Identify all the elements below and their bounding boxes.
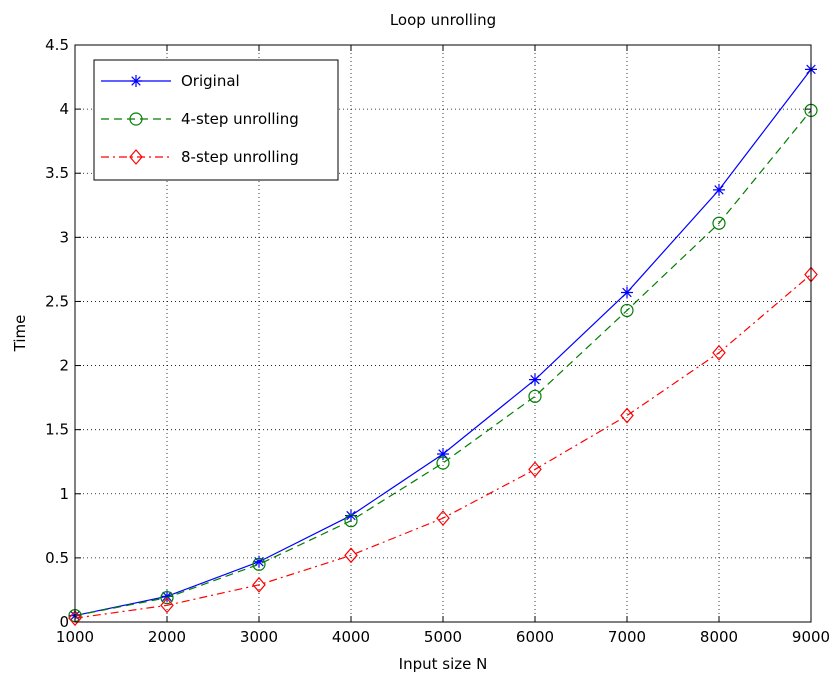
data-point	[712, 344, 726, 361]
data-point	[345, 509, 357, 522]
data-point	[528, 461, 542, 478]
data-point	[712, 216, 726, 230]
data-point	[436, 456, 450, 470]
y-tick-label: 2	[59, 357, 69, 375]
x-tick-label: 7000	[608, 628, 646, 646]
y-tick-label: 0.5	[45, 549, 69, 567]
legend-marker	[130, 75, 142, 87]
x-tick-label: 5000	[424, 628, 462, 646]
y-tick-label: 4	[59, 100, 69, 118]
data-point	[68, 610, 82, 627]
chart-title: Loop unrolling	[390, 11, 496, 29]
legend-label: 4-step unrolling	[181, 110, 299, 128]
data-point	[621, 286, 633, 299]
data-point	[161, 590, 173, 603]
x-tick-label: 2000	[148, 628, 186, 646]
y-tick-label: 2.5	[45, 292, 69, 310]
legend-label: Original	[181, 72, 240, 90]
x-axis-ticks: 1000 2000 3000 4000 5000 6000 7000 8000 9000	[56, 45, 830, 646]
legend-label: 8-step unrolling	[181, 148, 299, 166]
data-point	[436, 510, 450, 527]
data-point	[252, 557, 266, 571]
data-point	[252, 576, 266, 593]
x-tick-label: 6000	[516, 628, 554, 646]
data-point	[160, 597, 174, 614]
y-axis-title: Time	[11, 315, 29, 353]
data-point	[344, 514, 358, 528]
x-axis-title: Input size N	[399, 655, 488, 673]
y-tick-label: 0	[59, 613, 69, 631]
data-point	[713, 183, 725, 196]
data-point	[160, 591, 174, 605]
series-line	[74, 274, 812, 619]
legend-marker	[129, 149, 143, 165]
x-tick-label: 1000	[56, 628, 94, 646]
data-point	[528, 389, 542, 403]
legend-marker	[129, 112, 143, 126]
y-tick-label: 4.5	[45, 36, 69, 54]
x-tick-label: 8000	[700, 628, 738, 646]
legend: Original 4-step unrolling 8-step unrolling	[93, 59, 339, 181]
data-point	[253, 555, 265, 568]
y-tick-label: 3.5	[45, 164, 69, 182]
y-tick-label: 1.5	[45, 421, 69, 439]
x-tick-label: 9000	[792, 628, 830, 646]
data-point	[620, 303, 634, 318]
data-point	[529, 373, 541, 386]
grid-lines	[75, 45, 811, 622]
x-tick-label: 4000	[332, 628, 370, 646]
data-point	[344, 547, 358, 564]
data-point	[437, 448, 449, 461]
y-axis-ticks: 0 0.5 1 1.5 2 2.5 3 3.5 4 4.5	[45, 36, 811, 631]
data-point	[620, 407, 634, 424]
y-tick-label: 3	[59, 228, 69, 246]
x-tick-label: 3000	[240, 628, 278, 646]
y-tick-label: 1	[59, 485, 69, 503]
